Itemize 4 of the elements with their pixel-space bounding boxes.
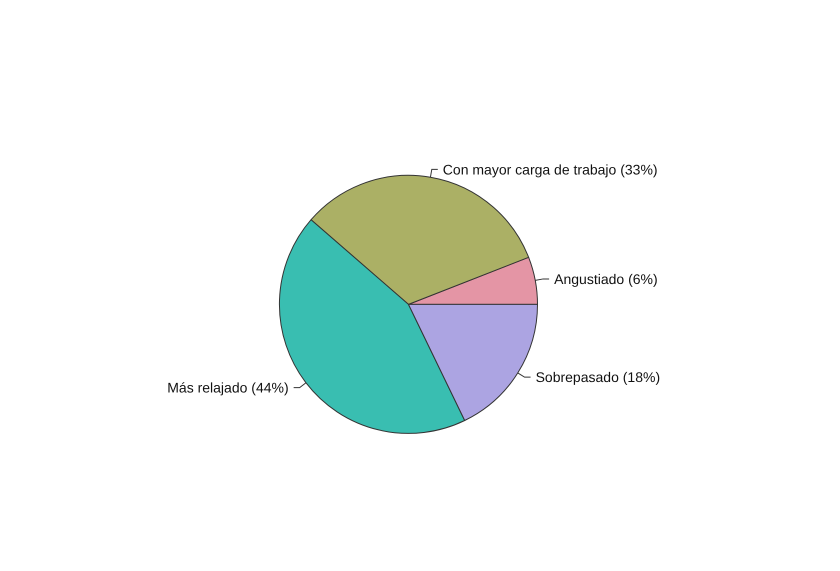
slice-label: Sobrepasado (18%) (536, 369, 660, 386)
slice-label: Angustiado (6%) (554, 270, 658, 287)
slice-label: Más relajado (44%) (167, 380, 289, 396)
slice-label: Con mayor carga de trabajo (33%) (442, 161, 658, 178)
